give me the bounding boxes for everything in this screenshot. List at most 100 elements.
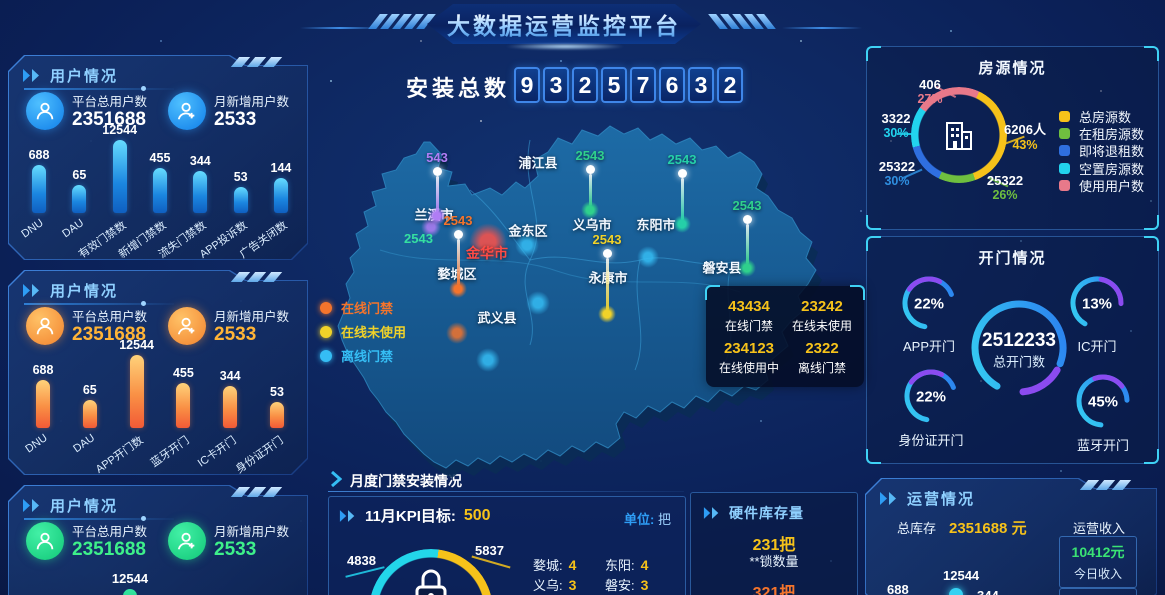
panel-stripes-decoration (230, 57, 283, 67)
map-pin-yiwu: 2543 (568, 148, 612, 219)
double-chevron-icon (23, 284, 39, 297)
map-legend-unused: 在线未使用 (320, 322, 406, 341)
header-underline (24, 86, 174, 91)
hardware-item1-value: 231把 (752, 537, 796, 554)
bar-column: 344 流失门禁数 (156, 154, 211, 261)
page-title-banner: 大数据运营监控平台 (427, 4, 701, 44)
starfield-decoration (0, 0, 2, 2)
city-kpi-item: 婺城: 4 (533, 557, 577, 573)
map-dot (476, 348, 500, 372)
map-dot (637, 246, 659, 268)
counter-digit: 5 (601, 67, 627, 103)
corner-bracket (866, 46, 881, 61)
building-icon (946, 122, 972, 150)
housing-legend-item: 空置房源数 (1059, 159, 1144, 178)
panel-users-blue: 用户情况 平台总用户数 2351688 月新增用户数 2533 688 DNU 6… (8, 55, 308, 261)
panel-users-orange: 用户情况 平台总用户数 2351688 月新增用户数 2533 688 DNU 6… (8, 270, 308, 476)
city-label-jinhua: 金华市 (466, 245, 508, 261)
corner-bracket (705, 285, 720, 300)
panel-door: 开门情况 22% APP开门 13% IC开门 2512233 总开门数 22%… (866, 236, 1159, 464)
city-kpi-item: 义乌: 3 (533, 577, 577, 593)
city-label: 磐安县 (702, 260, 742, 276)
legend-square-icon (1059, 145, 1070, 156)
panel-users-green: 用户情况 平台总用户数 2351688 月新增用户数 2533 12544 (8, 485, 308, 595)
corner-bracket (866, 215, 881, 230)
access-stats-box: 43434 在线门禁 23242 在线未使用 234123 在线使用中 2322 离线门… (705, 285, 865, 387)
panel-title: 运营情况 (907, 491, 976, 508)
bar-column: 53 APP投诉数 (197, 170, 250, 261)
corner-bracket (866, 236, 881, 251)
panel-header: 硬件库存量 (703, 503, 804, 523)
panel-stripes-decoration (1079, 480, 1132, 490)
today-income-label: 今日收入 (1073, 567, 1122, 581)
gauge-idcard (904, 369, 958, 423)
panel-header: 用户情况 (22, 65, 118, 86)
counter-digit: 6 (659, 67, 685, 103)
bar-column: 65 DAU (60, 168, 87, 241)
gauge-ic (1070, 276, 1124, 330)
callout-line (897, 133, 917, 135)
stock-value: 2351688 元 (949, 520, 1027, 537)
gauge-bluetooth-label: 蓝牙开门 (1076, 438, 1130, 453)
gauge-total (971, 300, 1067, 396)
map-dot (526, 291, 550, 315)
hardware-item2-value: 321把 (752, 585, 796, 595)
housing-legend-item: 使用用户数 (1059, 176, 1144, 195)
double-chevron-icon (703, 507, 719, 519)
housing-callout-return: 25322 30% (878, 159, 916, 188)
gauge-bluetooth (1076, 374, 1130, 428)
bar-chart-users-blue: 688 DNU 65 DAU 12544 有效门禁数 455 新增门禁数 344 流失门禁… (19, 119, 296, 261)
stat-total-users: 平台总用户数 2351688 (26, 91, 147, 131)
bar-column: 144 广告关闭数 (237, 161, 292, 261)
kpi-label: 11月KPI目标: (365, 508, 456, 525)
gauge-bluetooth-value: 45% (1087, 393, 1119, 411)
corner-bracket (1144, 46, 1159, 61)
bar-column: 53 身份证开门 (233, 385, 286, 476)
install-total-counter: 9 3 2 5 7 6 3 2 (514, 67, 743, 103)
header-underline (24, 516, 174, 521)
kpi-left-value: 4838 (347, 553, 376, 568)
legend-square-icon (1059, 111, 1070, 122)
bar-column: 12544 APP开门数 (93, 338, 154, 476)
bar-column: 688 DNU (19, 148, 50, 241)
section-underline (328, 491, 684, 492)
user-plus-icon (168, 306, 206, 345)
panel-title: 用户情况 (50, 68, 119, 85)
ops-mini-value: 12544 (943, 568, 980, 583)
map-pin-wucheng: 2543 (436, 213, 480, 298)
stat-inuse: 234123 在线使用中 (718, 340, 779, 375)
counter-digit: 2 (572, 67, 598, 103)
double-chevron-icon (880, 492, 896, 505)
map-pin-panan: 2543 (725, 198, 769, 277)
gauge-ic-value: 13% (1081, 295, 1113, 313)
corner-bracket (850, 285, 865, 300)
map-pin-dongyang: 2543 (660, 152, 704, 233)
legend-dot-icon (320, 301, 332, 314)
map-pin-west-value: 2543 (404, 231, 433, 246)
housing-callout-users: 406 27% (917, 77, 943, 106)
double-chevron-icon (23, 499, 39, 512)
bar-chart-users-orange: 688 DNU 65 DAU 12544 APP开门数 455 蓝牙开门 344 IC卡开… (23, 334, 292, 476)
housing-legend-item: 即将退租数 (1059, 141, 1144, 160)
gauge-app-label: APP开门 (902, 339, 956, 354)
panel-title: 开门情况 (978, 250, 1047, 267)
user-plus-icon (168, 91, 206, 130)
panel-title: 用户情况 (50, 283, 119, 300)
panel-title: 硬件库存量 (729, 505, 804, 521)
panel-header: 运营情况 (879, 488, 975, 509)
banner-right-decoration (708, 14, 776, 29)
bar-column: 455 蓝牙开门 (149, 366, 194, 470)
door-total-label: 总开门数 (992, 354, 1046, 370)
map-legend-offline: 离线门禁 (320, 346, 393, 365)
panel-title: 房源情况 (978, 60, 1047, 77)
panel-header: 用户情况 (22, 495, 118, 516)
hardware-item1-label: **锁数量 (749, 554, 799, 569)
city-kpi-item: 磐安: 3 (605, 577, 649, 593)
monthly-kpi-box: 11月KPI目标: 500 单位: 把 4838 5837 婺城: 4 东阳: 4 … (328, 496, 686, 595)
user-icon (26, 306, 64, 345)
stat-total-users: 平台总用户数 2351688 (26, 306, 147, 346)
ops-mini-value: 344 (977, 588, 999, 595)
panel-operations: 运营情况 总库存 2351688 元 运营收入 10412元 今日收入 1286… (865, 478, 1157, 595)
city-label: 金东区 (508, 223, 548, 239)
